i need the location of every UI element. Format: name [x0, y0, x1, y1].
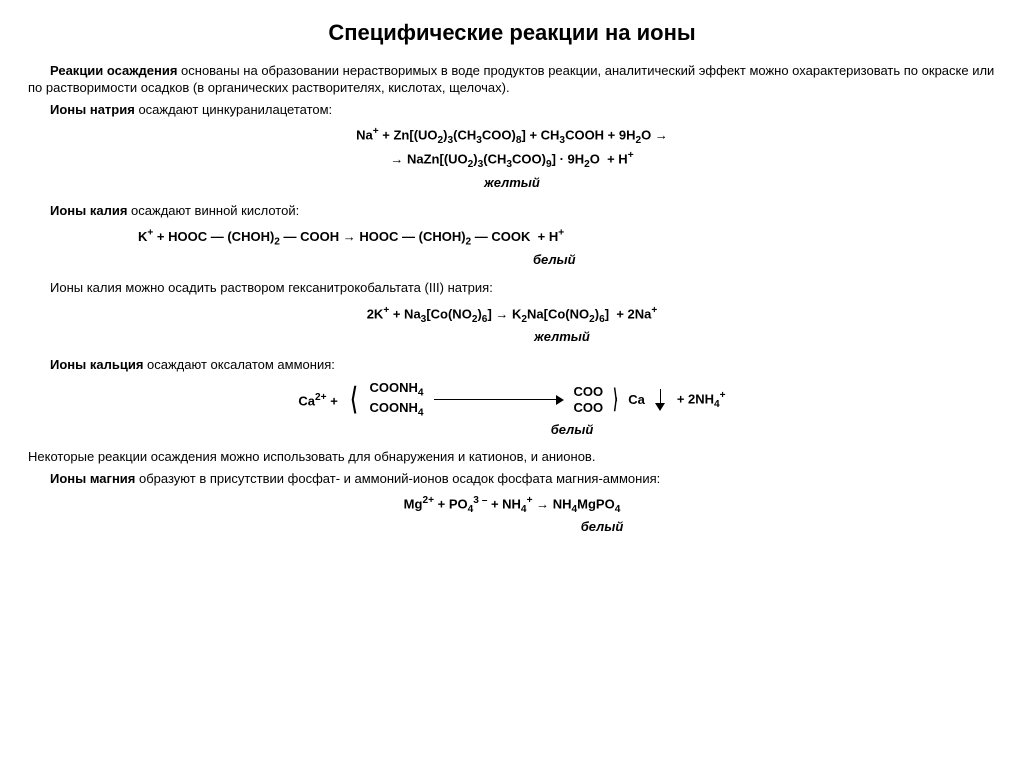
sodium-eq-line1: Na+ + Zn[(UO2)3(CH3COO)8] + CH3COOH + 9H…: [28, 124, 996, 148]
potassium1-color: белый: [138, 250, 996, 270]
potassium1-lead-rest: осаждают винной кислотой:: [127, 203, 299, 218]
magnesium-lead-rest: образуют в присутствии фосфат- и аммоний…: [135, 471, 660, 486]
sodium-equation: Na+ + Zn[(UO2)3(CH3COO)8] + CH3COOH + 9H…: [28, 124, 996, 192]
section-sodium: Ионы натрия осаждают цинкуранилацетатом:…: [28, 101, 996, 192]
magnesium-eq: Mg2+ + PO43 – + NH4+ → NH4MgPO4: [28, 493, 996, 517]
section-calcium: Ионы кальция осаждают оксалатом аммония:…: [28, 356, 996, 438]
calcium-lead: Ионы кальция осаждают оксалатом аммония:: [28, 356, 996, 374]
calcium-right-group: COO COO: [574, 384, 604, 417]
arrow-down-icon: [655, 389, 667, 411]
calcium-ca: Ca: [628, 391, 645, 409]
calcium-lead-bold: Ионы кальция: [50, 357, 143, 372]
page-title: Специфические реакции на ионы: [28, 18, 996, 48]
potassium1-lead-bold: Ионы калия: [50, 203, 127, 218]
calcium-r1: COO: [574, 384, 604, 400]
magnesium-equation: Mg2+ + PO43 – + NH4+ → NH4MgPO4 белый: [28, 493, 996, 537]
calcium-prefix: Ca2+ +: [298, 391, 337, 410]
potassium1-eq: K+ + HOOC — (CHOH)2 — COOH → HOOC — (CHO…: [138, 229, 564, 244]
calcium-color: белый: [431, 422, 594, 437]
intro-bold: Реакции осаждения: [50, 63, 177, 78]
sodium-color: желтый: [28, 173, 996, 193]
calcium-tail: + 2NH4+: [677, 389, 726, 412]
potassium2-color: желтый: [28, 327, 996, 347]
calcium-l1: COONH4: [370, 380, 424, 400]
sodium-lead: Ионы натрия осаждают цинкуранилацетатом:: [28, 101, 996, 119]
sodium-lead-rest: осаждают цинкуранилацетатом:: [135, 102, 332, 117]
section-potassium-cobalt: Ионы калия можно осадить раствором гекса…: [28, 279, 996, 346]
sodium-eq-line2: → NaZn[(UO2)3(CH3COO)9] · 9H2O + H+: [28, 148, 996, 172]
magnesium-lead: Ионы магния образуют в присутствии фосфа…: [28, 470, 996, 488]
calcium-left-group: COONH4 COONH4: [370, 380, 424, 421]
calcium-r2: COO: [574, 400, 604, 416]
intro-paragraph: Реакции осаждения основаны на образовани…: [28, 62, 996, 97]
arrow-right-icon: [434, 394, 564, 406]
magnesium-color: белый: [28, 517, 996, 537]
potassium1-lead: Ионы калия осаждают винной кислотой:: [28, 202, 996, 220]
potassium2-eq: 2K+ + Na3[Co(NO2)6] → K2Na[Co(NO2)6] + 2…: [28, 303, 996, 327]
calcium-lead-rest: осаждают оксалатом аммония:: [143, 357, 334, 372]
calcium-color-row: белый: [28, 421, 996, 439]
sodium-lead-bold: Ионы натрия: [50, 102, 135, 117]
brace-icon: ⟨: [350, 385, 357, 415]
section-potassium-tartaric: Ионы калия осаждают винной кислотой: K+ …: [28, 202, 996, 269]
potassium2-equation: 2K+ + Na3[Co(NO2)6] → K2Na[Co(NO2)6] + 2…: [28, 303, 996, 347]
calcium-equation: Ca2+ + ⟨ COONH4 COONH4 COO COO \/ Ca + 2…: [28, 380, 996, 421]
potassium1-equation: K+ + HOOC — (CHOH)2 — COOH → HOOC — (CHO…: [28, 226, 996, 270]
calcium-l2: COONH4: [370, 400, 424, 420]
angle-pair-icon: \/: [614, 390, 618, 410]
potassium2-lead: Ионы калия можно осадить раствором гекса…: [28, 279, 996, 297]
footer-note: Некоторые реакции осаждения можно исполь…: [28, 448, 996, 466]
magnesium-lead-bold: Ионы магния: [50, 471, 135, 486]
